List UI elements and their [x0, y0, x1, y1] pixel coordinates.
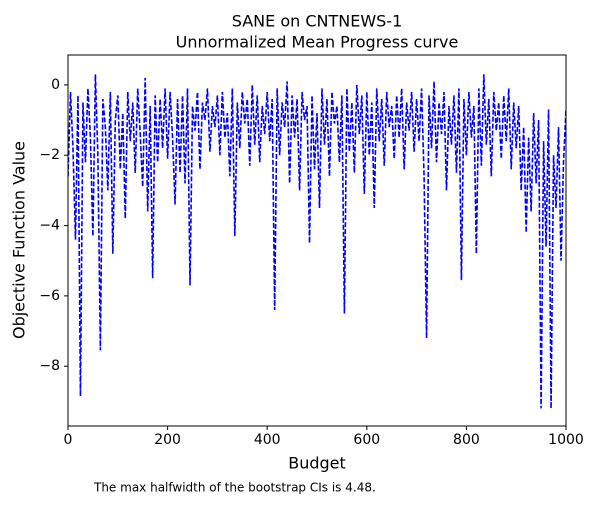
chart-title: SANE on CNTNEWS-1 — [232, 12, 403, 31]
y-tick-label: 0 — [51, 77, 60, 93]
y-tick-label: −2 — [39, 147, 60, 163]
plot-frame — [67, 54, 567, 427]
series-line — [68, 74, 566, 409]
annotation: The max halfwidth of the bootstrap CIs i… — [93, 481, 376, 495]
y-tick-label: −6 — [39, 288, 60, 304]
chart-subtitle: Unnormalized Mean Progress curve — [176, 33, 459, 52]
y-tick-label: −8 — [39, 358, 60, 374]
x-tick-label: 1000 — [548, 432, 584, 448]
x-tick-label: 200 — [154, 432, 181, 448]
x-tick-label: 400 — [254, 432, 281, 448]
x-tick-label: 800 — [453, 432, 480, 448]
y-axis-label: Objective Function Value — [10, 141, 29, 339]
x-tick-label: 0 — [64, 432, 73, 448]
x-tick-label: 600 — [353, 432, 380, 448]
y-tick-label: −4 — [39, 218, 60, 234]
x-axis-label: Budget — [288, 454, 346, 473]
